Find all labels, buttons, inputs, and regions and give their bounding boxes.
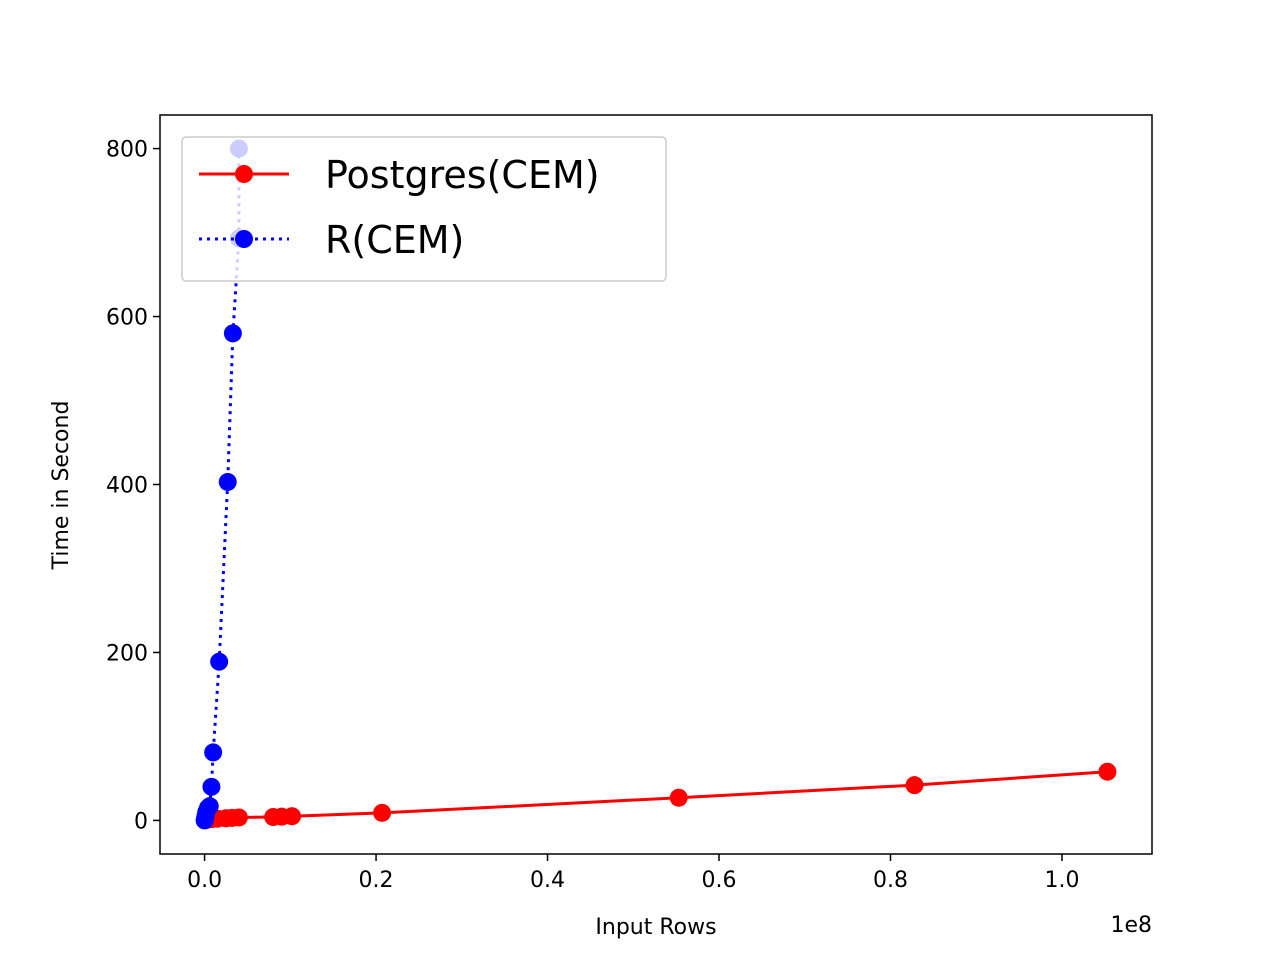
series-point-1 (223, 324, 242, 343)
y-tick-label: 200 (106, 641, 148, 666)
series-point-1 (204, 743, 223, 762)
series-point-0 (283, 807, 302, 826)
legend-label-1: R(CEM) (325, 218, 464, 262)
legend: Postgres(CEM) R(CEM) (181, 136, 667, 282)
y-tick-label: 600 (106, 306, 148, 331)
series-point-1 (210, 652, 229, 671)
x-axis-ticks: 0.0 0.2 0.4 0.6 0.8 1.0 (187, 854, 1079, 893)
y-axis-label: Time in Second (49, 401, 74, 571)
series-point-0 (905, 776, 924, 795)
y-axis-ticks: 0 200 400 600 800 (106, 138, 160, 834)
legend-marker-0 (235, 165, 253, 183)
y-tick-label: 0 (134, 809, 148, 834)
x-tick-label: 0.2 (359, 868, 394, 893)
series-point-1 (218, 472, 237, 491)
x-tick-label: 1.0 (1044, 868, 1079, 893)
x-axis-offset-label: 1e8 (1110, 913, 1152, 938)
x-tick-label: 0.8 (873, 868, 908, 893)
legend-label-0: Postgres(CEM) (325, 153, 600, 197)
series-point-0 (229, 808, 248, 827)
series-point-1 (202, 777, 221, 796)
x-tick-label: 0.0 (187, 868, 222, 893)
x-tick-label: 0.4 (530, 868, 565, 893)
series-point-0 (373, 803, 392, 822)
series-point-0 (669, 788, 688, 807)
legend-marker-1 (235, 230, 253, 248)
series-point-1 (200, 797, 219, 816)
series-layer (195, 139, 1117, 830)
x-tick-label: 0.6 (702, 868, 737, 893)
series-point-0 (1098, 762, 1117, 781)
y-tick-label: 400 (106, 474, 148, 499)
legend-box (181, 136, 667, 282)
y-tick-label: 800 (106, 138, 148, 163)
x-axis-label: Input Rows (595, 915, 716, 940)
